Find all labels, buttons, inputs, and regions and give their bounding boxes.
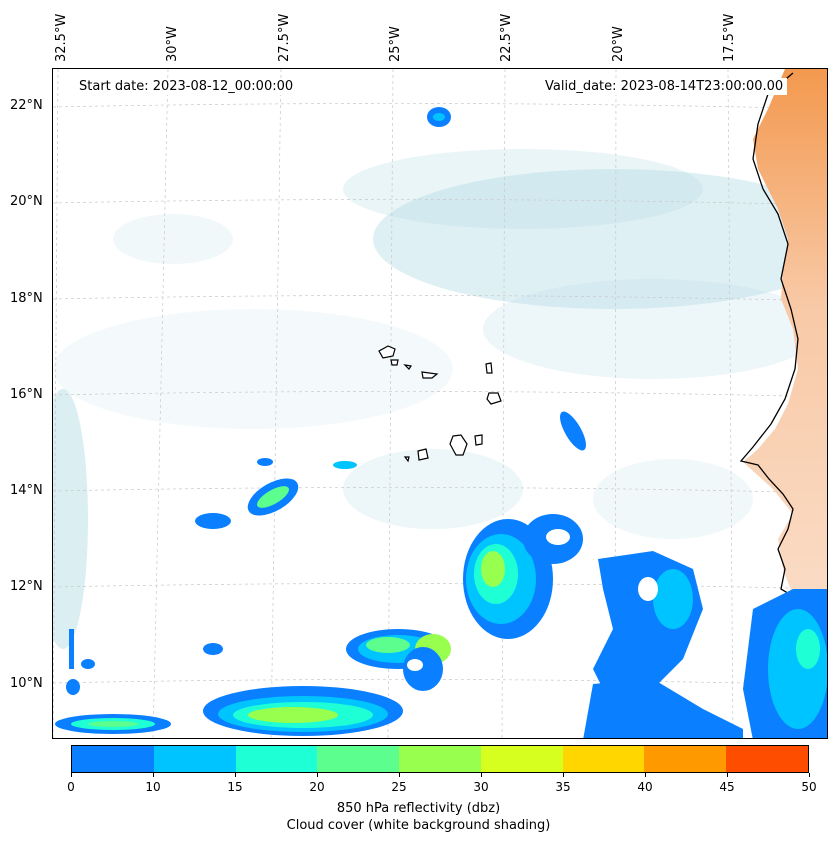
lat-label-22n: 22°N [10,98,43,113]
start-date-label: Start date: 2023-08-12_00:00:00 [75,78,298,95]
lon-label-25w: 25°W [388,26,403,62]
reflectivity-colorbar [71,745,809,773]
lon-label-30w: 30°W [165,26,180,62]
colorbar-tick-label: 0 [67,780,75,794]
valid-date-label: Valid_date: 2023-08-14T23:00:00.00 [541,78,788,95]
colorbar-segment [562,746,645,772]
reflectivity-cells [55,107,827,738]
colorbar-tickmark [71,773,72,777]
colorbar-tick-label: 45 [719,780,735,794]
colorbar-segment [644,746,727,772]
cape-verde-islands [378,345,502,463]
colorbar-tick-label: 50 [801,780,817,794]
lon-label-22-5w: 22.5°W [499,13,514,62]
colorbar-tickmark [563,773,564,777]
colorbar-segment [235,746,318,772]
map-panel[interactable]: Start date: 2023-08-12_00:00:00 Valid_da… [52,68,828,739]
colorbar-tickmark [317,773,318,777]
colorbar-tickmark [727,773,728,777]
lat-label-20n: 20°N [10,194,43,209]
colorbar-segment [72,746,154,772]
colorbar-tickmark [399,773,400,777]
cloud-cover-shading [53,149,827,649]
colorbar-segment [726,746,809,772]
map-canvas [53,69,827,738]
colorbar-tick-label: 35 [555,780,571,794]
colorbar-segment [153,746,236,772]
colorbar-tickmark [809,773,810,777]
lon-label-32-5w: 32.5°W [54,13,69,62]
colorbar-tickmark [645,773,646,777]
lat-label-14n: 14°N [10,483,43,498]
lat-label-16n: 16°N [10,387,43,402]
lat-label-12n: 12°N [10,579,43,594]
land-west-africa [743,69,827,738]
lon-label-17-5w: 17.5°W [722,13,737,62]
lon-label-27-5w: 27.5°W [277,13,292,62]
colorbar-label: 850 hPa reflectivity (dbz) [336,801,501,816]
lat-label-18n: 18°N [10,291,43,306]
colorbar-tick-label: 25 [391,780,407,794]
colorbar-tick-label: 20 [309,780,325,794]
colorbar-tickmark [481,773,482,777]
colorbar-tick-label: 15 [227,780,243,794]
lat-label-10n: 10°N [10,676,43,691]
colorbar-tick-label: 10 [145,780,161,794]
colorbar-segment [399,746,481,772]
lon-label-20w: 20°W [611,26,626,62]
colorbar-tick-label: 40 [637,780,653,794]
colorbar-sublabel: Cloud cover (white background shading) [286,818,551,833]
colorbar-tick-label: 30 [473,780,489,794]
colorbar-segment [480,746,563,772]
colorbar-tickmark [153,773,154,777]
colorbar-tickmark [235,773,236,777]
colorbar-segment [317,746,400,772]
